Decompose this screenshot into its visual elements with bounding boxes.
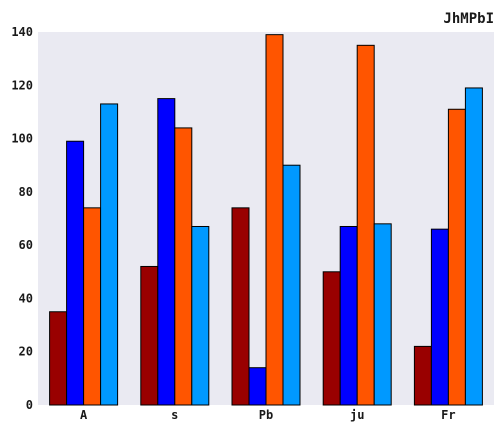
chart-title: JhMPbI [443, 11, 494, 27]
bar-A-series-1 [50, 312, 67, 405]
y-tick-label: 40 [19, 291, 33, 305]
bar-s-series-2 [158, 99, 175, 405]
y-tick-label: 120 [11, 78, 33, 92]
x-tick-label: s [171, 408, 178, 422]
bar-A-series-3 [84, 208, 101, 405]
bar-ju-series-4 [374, 224, 391, 405]
y-tick-label: 0 [26, 398, 33, 412]
x-tick-label: ju [350, 408, 364, 422]
bar-Fr-series-3 [448, 109, 465, 405]
bar-A-series-4 [101, 104, 118, 405]
bar-s-series-3 [175, 128, 192, 405]
y-tick-label: 60 [19, 238, 33, 252]
bar-s-series-1 [141, 266, 158, 405]
bar-Pb-series-4 [283, 165, 300, 405]
bar-ju-series-3 [357, 45, 374, 405]
x-tick-label: Pb [259, 408, 273, 422]
x-tick-label: Fr [441, 408, 455, 422]
bar-Pb-series-3 [266, 35, 283, 405]
bar-Fr-series-4 [465, 88, 482, 405]
bar-Fr-series-1 [414, 346, 431, 405]
y-tick-label: 140 [11, 25, 33, 39]
x-tick-label: A [80, 408, 88, 422]
y-tick-label: 20 [19, 345, 33, 359]
y-tick-label: 80 [19, 185, 33, 199]
bar-Pb-series-2 [249, 368, 266, 405]
bar-s-series-4 [192, 226, 209, 405]
y-tick-label: 100 [11, 132, 33, 146]
bar-Fr-series-2 [431, 229, 448, 405]
bar-Pb-series-1 [232, 208, 249, 405]
bar-ju-series-2 [340, 226, 357, 405]
bar-A-series-2 [67, 141, 84, 405]
bar-ju-series-1 [323, 272, 340, 405]
y-axis: 0 20 40 60 80 100 120 140 [11, 25, 33, 412]
